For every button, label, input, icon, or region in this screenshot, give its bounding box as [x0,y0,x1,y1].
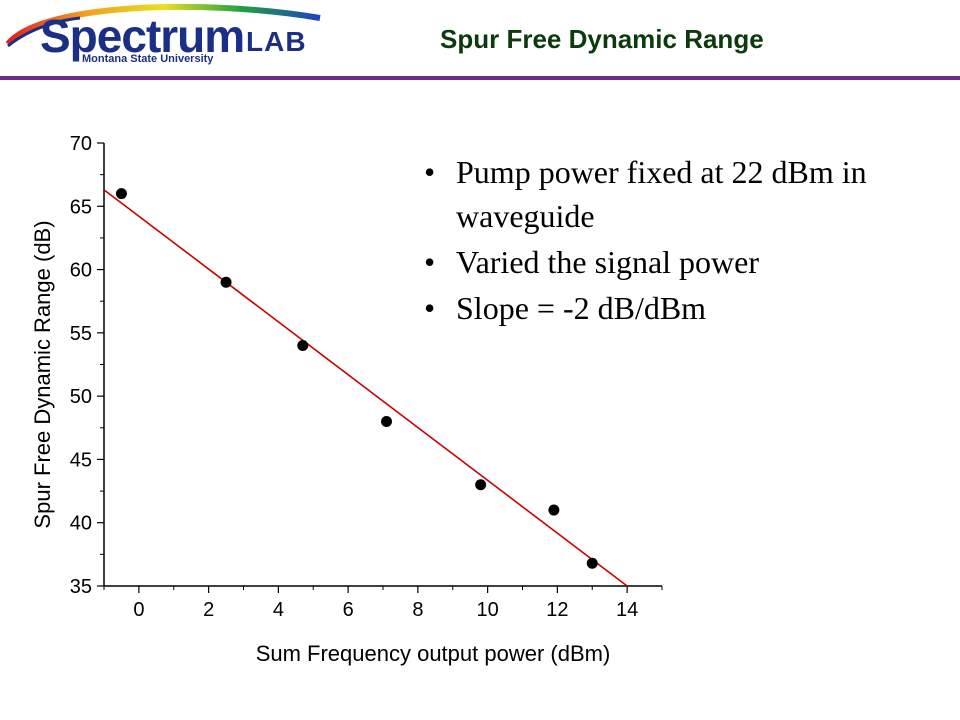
data-point [380,415,392,427]
data-point [475,479,487,491]
bullet-dot-icon: • [424,244,436,280]
x-tick-label: 8 [412,599,423,621]
data-point [297,340,309,352]
x-tick-label: 10 [477,599,499,621]
data-point [220,276,232,288]
data-point [115,188,127,200]
y-tick-label: 40 [70,513,92,535]
bullet-item: • Pump power fixed at 22 dBm in waveguide [424,150,954,238]
page-title: Spur Free Dynamic Range [440,24,764,54]
bullet-list: • Pump power fixed at 22 dBm in waveguide… [424,150,954,332]
bullet-dot-icon: • [424,154,436,190]
data-point [548,504,560,516]
x-tick-label: 2 [203,599,214,621]
logo-wordmark: Spectrum [40,10,245,62]
bullet-item: • Slope = -2 dB/dBm [424,286,954,330]
bullet-text: Pump power fixed at 22 dBm in waveguide [456,154,867,234]
y-tick-label: 35 [70,576,92,598]
y-tick-label: 70 [70,133,92,155]
logo-subtitle: Montana State University [82,53,214,65]
header-divider [0,76,960,80]
x-tick-label: 4 [273,599,284,621]
y-tick-label: 55 [70,323,92,345]
y-tick-label: 60 [70,260,92,282]
spectrum-lab-logo: Spectrum LAB Montana State University [0,0,360,76]
bullet-dot-icon: • [424,290,436,326]
x-axis-title: Sum Frequency output power (dBm) [256,641,611,666]
bullet-text: Slope = -2 dB/dBm [456,290,707,326]
y-axis-title: Spur Free Dynamic Range (dB) [30,220,55,528]
x-tick-label: 12 [546,599,568,621]
x-tick-label: 6 [343,599,354,621]
y-tick-label: 45 [70,449,92,471]
logo-lab: LAB [246,26,307,57]
y-tick-label: 65 [70,196,92,218]
bullet-text: Varied the signal power [456,244,760,280]
x-tick-label: 14 [616,599,638,621]
x-tick-label: 0 [133,599,144,621]
rainbow-swoosh-icon [5,3,321,48]
linear-fit-line [103,189,628,587]
data-point [586,557,598,569]
bullet-item: • Varied the signal power [424,240,954,284]
y-tick-label: 50 [70,386,92,408]
